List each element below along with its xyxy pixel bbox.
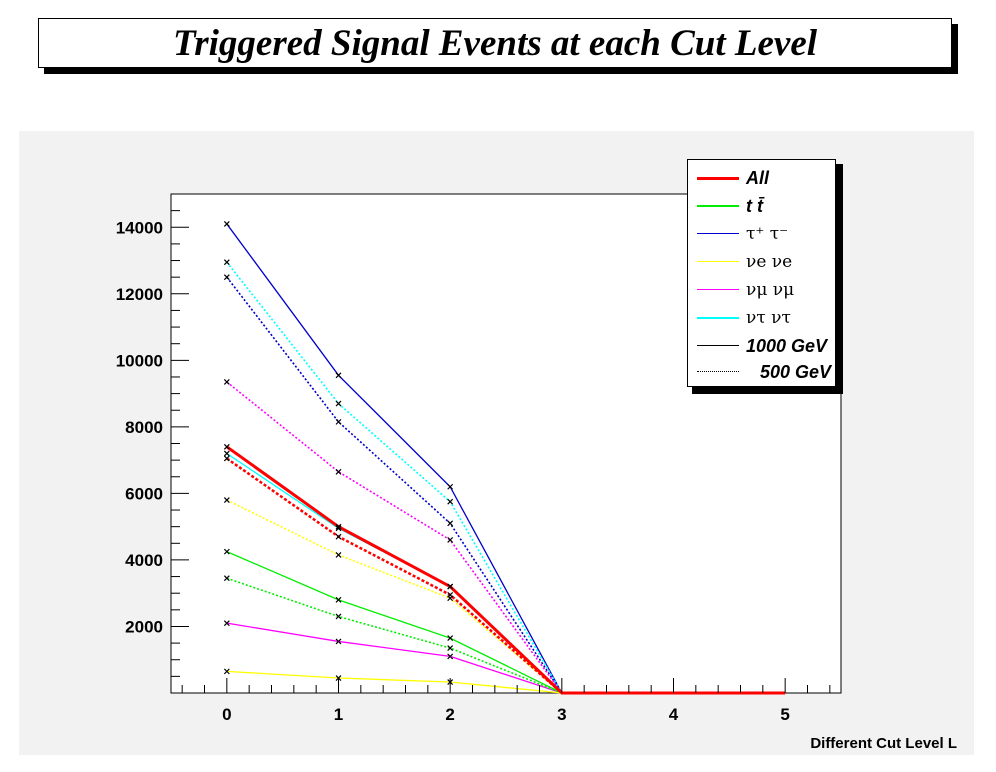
legend-swatch-1000gev bbox=[697, 345, 739, 346]
data-point-marker bbox=[447, 591, 454, 598]
legend-swatch-500gev bbox=[697, 371, 739, 372]
legend-label-nue: νe νe bbox=[746, 252, 793, 272]
legend-swatch-nutau bbox=[697, 317, 739, 319]
data-point-marker bbox=[223, 443, 230, 450]
data-point-marker bbox=[335, 400, 342, 407]
legend-swatch-tautau bbox=[697, 233, 739, 234]
data-point-marker bbox=[223, 497, 230, 503]
data-point-marker bbox=[447, 653, 454, 660]
data-point-marker bbox=[447, 645, 454, 652]
series-layer bbox=[225, 223, 786, 695]
legend-label-1000gev: 1000 GeV bbox=[746, 336, 828, 356]
data-point-marker bbox=[223, 575, 230, 582]
data-point-marker bbox=[335, 525, 342, 532]
data-point-marker bbox=[447, 483, 454, 490]
legend-item-numu: νμ νμ bbox=[688, 278, 835, 304]
title-box: Triggered Signal Events at each Cut Leve… bbox=[38, 18, 952, 68]
legend-item-1000gev: 1000 GeV bbox=[688, 334, 835, 360]
legend: All t t̄ τ⁺ τ⁻ νe νe νμ νμ ντ ντ 1000 Ge… bbox=[687, 159, 836, 387]
data-point-marker bbox=[447, 583, 454, 590]
data-point-marker bbox=[223, 259, 230, 266]
legend-item-nutau: ντ ντ bbox=[688, 306, 835, 332]
data-point-marker bbox=[335, 468, 342, 475]
legend-label-tautau: τ⁺ τ⁻ bbox=[746, 224, 789, 244]
data-point-marker bbox=[335, 418, 342, 425]
data-point-marker bbox=[335, 638, 342, 645]
y-tick-label: 8000 bbox=[125, 418, 163, 437]
x-tick-label: 5 bbox=[780, 705, 789, 724]
legend-label-nutau: ντ ντ bbox=[746, 308, 791, 328]
data-point-marker bbox=[223, 548, 230, 555]
data-point-marker bbox=[223, 274, 230, 281]
x-tick-label: 1 bbox=[334, 705, 343, 724]
legend-label-tt: t t̄ bbox=[746, 196, 763, 216]
legend-item-tautau: τ⁺ τ⁻ bbox=[688, 222, 835, 248]
y-tick-label: 4000 bbox=[125, 551, 163, 570]
y-tick-label: 2000 bbox=[125, 617, 163, 636]
y-tick-label: 10000 bbox=[116, 351, 163, 370]
data-point-marker bbox=[335, 613, 342, 620]
data-point-marker bbox=[223, 455, 230, 462]
data-point-marker bbox=[335, 523, 342, 530]
legend-item-500gev: 500 GeV bbox=[688, 360, 835, 386]
legend-label-500gev: 500 GeV bbox=[760, 362, 832, 382]
y-tick-label: 14000 bbox=[116, 218, 163, 237]
data-point-marker bbox=[447, 635, 454, 642]
x-tick-label: 4 bbox=[669, 705, 679, 724]
legend-item-nue: νe νe bbox=[688, 250, 835, 276]
legend-item-tt: t t̄ bbox=[688, 194, 835, 220]
legend-swatch-all bbox=[697, 177, 739, 180]
y-tick-label: 6000 bbox=[125, 484, 163, 503]
data-point-marker bbox=[223, 620, 230, 627]
data-point-marker bbox=[335, 372, 342, 379]
data-point-marker bbox=[223, 221, 230, 227]
chart-title: Triggered Signal Events at each Cut Leve… bbox=[172, 22, 818, 64]
data-point-marker bbox=[223, 668, 230, 675]
data-point-marker bbox=[335, 552, 342, 558]
marker-layer bbox=[223, 221, 454, 685]
data-point-marker bbox=[447, 498, 454, 505]
x-tick-label: 2 bbox=[445, 705, 454, 724]
x-tick-label: 3 bbox=[557, 705, 566, 724]
axis-layer: 0 1 2 3 4 5 2000 4000 6000 8000 10000 12000 14000 bbox=[116, 210, 831, 724]
data-point-marker bbox=[447, 520, 454, 527]
data-point-marker bbox=[335, 533, 342, 540]
data-point-marker bbox=[223, 379, 230, 385]
x-tick-label: 0 bbox=[222, 705, 231, 724]
series-line-tautau-500gev bbox=[226, 276, 786, 694]
data-point-marker bbox=[447, 537, 454, 543]
data-point-marker bbox=[335, 596, 342, 603]
legend-label-all: All bbox=[746, 168, 770, 188]
legend-swatch-tt bbox=[697, 205, 739, 207]
x-axis-title: Different Cut Level L bbox=[810, 735, 957, 752]
series-line-all-500gev bbox=[226, 457, 786, 695]
data-point-marker bbox=[223, 450, 230, 457]
legend-swatch-nue bbox=[697, 261, 739, 262]
legend-label-numu: νμ νμ bbox=[746, 280, 795, 300]
y-tick-label: 12000 bbox=[116, 285, 163, 304]
legend-swatch-numu bbox=[697, 289, 739, 290]
legend-item-all: All bbox=[688, 166, 835, 192]
